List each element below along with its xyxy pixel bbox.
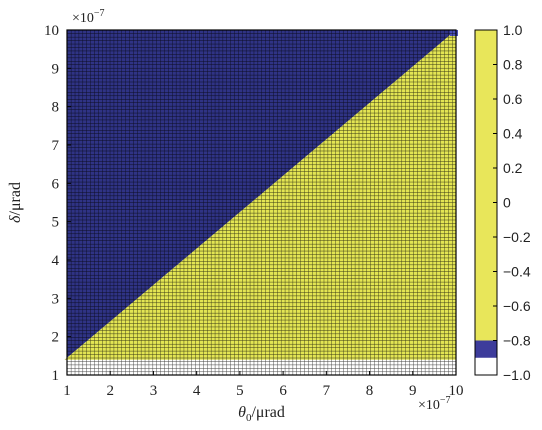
x-tick-label: 5: [236, 383, 244, 399]
x-tick-label: 3: [150, 383, 158, 399]
x-tick-label: 8: [366, 383, 374, 399]
colorbar-tick-label: −0.8: [503, 333, 531, 349]
y-tick-label: 8: [52, 100, 60, 116]
colorbar-tick-label: 0.8: [503, 57, 523, 73]
colorbar-band: [475, 357, 497, 375]
x-tick-label: 1: [63, 383, 71, 399]
x-tick-label: 7: [323, 383, 331, 399]
y-axis-label: δ/μrad: [7, 182, 24, 223]
x-tick-label: 4: [193, 383, 201, 399]
y-tick-label: 4: [52, 253, 60, 269]
y-tick-label: 6: [52, 176, 60, 192]
colorbar-tick-label: 0.6: [503, 91, 523, 107]
x-tick-label: 2: [106, 383, 114, 399]
colorbar-tick-label: 0.4: [503, 126, 523, 142]
colorbar-band: [475, 340, 497, 358]
colorbar-ticks: 1.0 0.8 0.6 0.4 0.2 0 −0.2 −0.4 −0.6 −0.8 −1.0: [493, 22, 531, 383]
y-tick-label: 2: [52, 330, 60, 346]
colorbar-tick-label: −0.2: [503, 229, 531, 245]
x-tick-label: 10: [449, 383, 464, 399]
x-axis-multiplier: ×10−7: [418, 395, 451, 413]
y-tick-label: 3: [52, 291, 60, 307]
y-tick-label: 5: [52, 215, 60, 231]
y-tick-label: 10: [44, 23, 59, 39]
y-tick-label: 1: [52, 368, 60, 384]
x-axis-label: θ0/μrad: [238, 404, 285, 424]
colorbar-tick-label: −1.0: [503, 367, 531, 383]
colorbar-tick-label: −0.6: [503, 298, 531, 314]
plot-frame: [66, 29, 457, 376]
colorbar: [474, 29, 498, 376]
colorbar-tick-label: 0.2: [503, 160, 523, 176]
y-axis-multiplier: ×10−7: [72, 8, 105, 26]
y-tick-label: 7: [52, 138, 60, 154]
y-axis-ticks: 1 2 3 4 5 6 7 8 9 10: [44, 23, 71, 384]
colorbar-tick-label: 0: [503, 195, 511, 211]
x-tick-label: 9: [409, 383, 417, 399]
colorbar-tick-label: 1.0: [503, 22, 523, 38]
x-axis-ticks: 1 2 3 4 5 6 7 8 9 10: [63, 371, 464, 399]
colorbar-band: [475, 30, 497, 341]
cell-grid: [67, 30, 456, 375]
y-tick-label: 9: [52, 61, 60, 77]
x-tick-label: 6: [279, 383, 287, 399]
plot-area: [64, 29, 458, 376]
colorbar-tick-label: −0.4: [503, 264, 531, 280]
